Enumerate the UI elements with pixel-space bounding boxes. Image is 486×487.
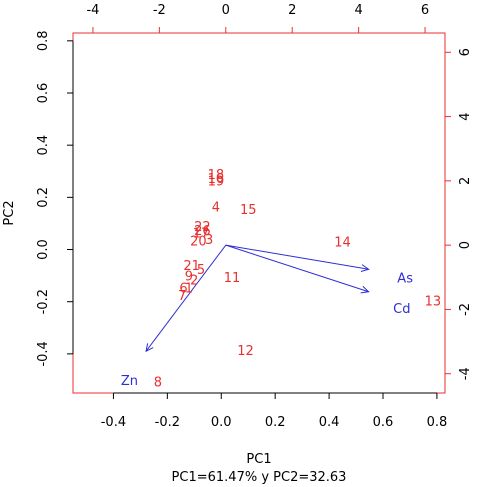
x-tick-label: -0.4 — [101, 415, 126, 430]
top-tick-label: 6 — [421, 3, 429, 18]
arrow-head-cd — [360, 285, 370, 294]
variable-label-cd: Cd — [393, 302, 410, 317]
x-axis-top: -4 -2 0 2 4 6 — [86, 3, 429, 34]
y-axis-label: PC2 — [2, 200, 17, 225]
arrow-head-zn — [145, 343, 154, 353]
x-axis-bottom: -0.4 -0.2 0.0 0.2 0.4 0.6 0.8 — [101, 392, 448, 430]
observation-label: 3 — [205, 233, 213, 248]
observation-label: 18 — [208, 168, 225, 183]
plot-frame — [72, 32, 446, 394]
observation-label: 13 — [425, 294, 442, 309]
y-tick-label: 0.8 — [36, 30, 51, 51]
y-tick-label: 0.6 — [36, 83, 51, 104]
observation-label: 5 — [197, 263, 205, 278]
y-axis-right: -4 -2 0 2 4 6 — [444, 48, 473, 380]
variable-label-zn: Zn — [121, 374, 138, 389]
observation-label: 9 — [185, 270, 193, 285]
right-tick-label: 6 — [458, 48, 473, 56]
observation-label: 2 — [190, 274, 198, 289]
y-tick-label: 0.2 — [36, 187, 51, 208]
top-tick-label: 2 — [288, 3, 296, 18]
y-tick-label: 0.0 — [36, 239, 51, 260]
observation-label: 4 — [212, 200, 220, 215]
observation-label: 16 — [208, 172, 225, 187]
observation-label: 26 — [194, 224, 211, 239]
top-tick-label: -2 — [153, 3, 166, 18]
right-tick-label: 0 — [458, 241, 473, 249]
y-tick-label: 0.4 — [36, 135, 51, 156]
right-tick-label: -2 — [458, 303, 473, 316]
observation-label: 7 — [178, 289, 186, 304]
right-tick-label: -4 — [458, 367, 473, 380]
observation-label: 17 — [193, 227, 210, 242]
x-tick-label: 0.2 — [265, 415, 286, 430]
y-axis-left: -0.4 -0.2 0.0 0.2 0.4 0.6 0.8 — [36, 30, 74, 367]
x-tick-label: 0.6 — [373, 415, 394, 430]
loading-arrows — [145, 244, 370, 353]
observation-label: 14 — [334, 236, 351, 251]
y-tick-label: -0.2 — [36, 289, 51, 314]
top-tick-label: 4 — [355, 3, 363, 18]
observation-label: 19 — [208, 174, 225, 189]
x-axis-label: PC1 — [246, 452, 271, 467]
chart-subtitle: PC1=61.47% y PC2=32.63 — [172, 470, 347, 485]
observation-label: 8 — [154, 375, 162, 390]
y-tick-label: -0.4 — [36, 341, 51, 366]
observation-label: 11 — [224, 271, 241, 286]
right-tick-label: 4 — [458, 112, 473, 120]
arrow-head-as — [360, 264, 370, 272]
x-tick-label: -0.2 — [155, 415, 180, 430]
x-tick-label: 0.4 — [319, 415, 340, 430]
x-tick-label: 0.0 — [211, 415, 232, 430]
x-tick-label: 0.8 — [427, 415, 448, 430]
observation-label: 15 — [240, 203, 257, 218]
observation-label: 6 — [179, 281, 187, 296]
observation-label: 21 — [183, 259, 200, 274]
right-tick-label: 2 — [458, 177, 473, 185]
top-tick-label: 0 — [222, 3, 230, 18]
variable-labels: As Cd Zn — [121, 271, 413, 389]
loading-arrow-as — [225, 244, 369, 270]
variable-label-as: As — [397, 271, 413, 286]
top-tick-label: -4 — [86, 3, 99, 18]
observation-label: 1 — [185, 281, 193, 296]
loading-arrow-cd — [225, 244, 369, 293]
observation-label: 12 — [237, 344, 254, 359]
loading-arrow-zn — [145, 244, 227, 352]
observation-label: 20 — [190, 234, 207, 249]
observation-label: 22 — [194, 220, 211, 235]
